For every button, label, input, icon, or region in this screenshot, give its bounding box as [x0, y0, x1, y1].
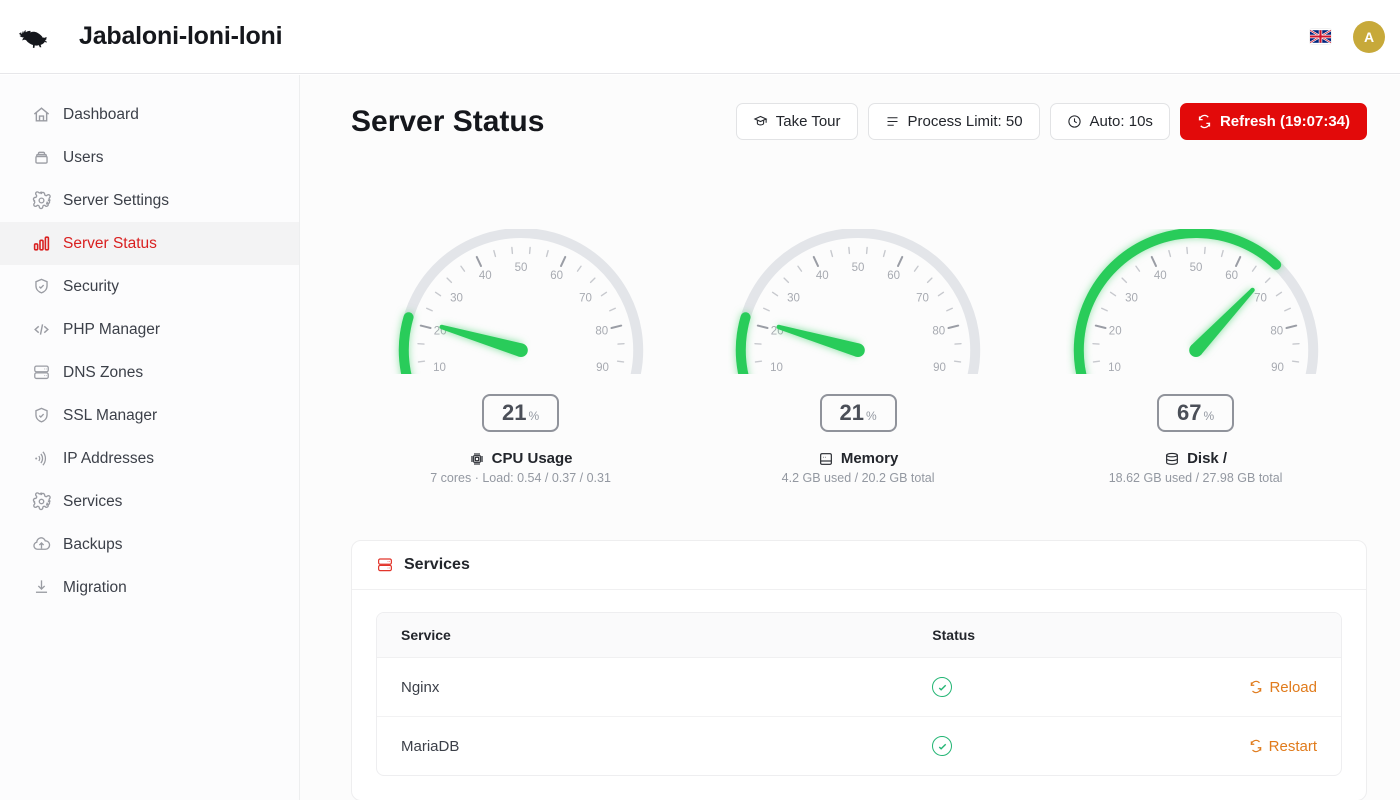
- svg-text:70: 70: [916, 293, 929, 305]
- svg-text:60: 60: [550, 270, 563, 282]
- svg-text:20: 20: [1108, 325, 1121, 337]
- svg-text:80: 80: [595, 325, 608, 337]
- svg-text:80: 80: [932, 325, 945, 337]
- svg-text:40: 40: [1154, 270, 1167, 282]
- svg-text:10: 10: [770, 362, 783, 374]
- svg-text:50: 50: [514, 262, 527, 274]
- svg-text:40: 40: [816, 270, 829, 282]
- svg-text:50: 50: [1189, 262, 1202, 274]
- svg-text:10: 10: [1108, 362, 1121, 374]
- svg-text:80: 80: [1270, 325, 1283, 337]
- svg-text:30: 30: [450, 293, 463, 305]
- svg-text:30: 30: [787, 293, 800, 305]
- svg-text:30: 30: [1125, 293, 1138, 305]
- svg-text:10: 10: [433, 362, 446, 374]
- svg-text:40: 40: [479, 270, 492, 282]
- svg-text:60: 60: [887, 270, 900, 282]
- svg-text:60: 60: [1225, 270, 1238, 282]
- svg-text:90: 90: [933, 362, 946, 374]
- svg-text:90: 90: [596, 362, 609, 374]
- svg-text:50: 50: [852, 262, 865, 274]
- svg-text:70: 70: [579, 293, 592, 305]
- svg-text:70: 70: [1254, 293, 1267, 305]
- svg-text:90: 90: [1271, 362, 1284, 374]
